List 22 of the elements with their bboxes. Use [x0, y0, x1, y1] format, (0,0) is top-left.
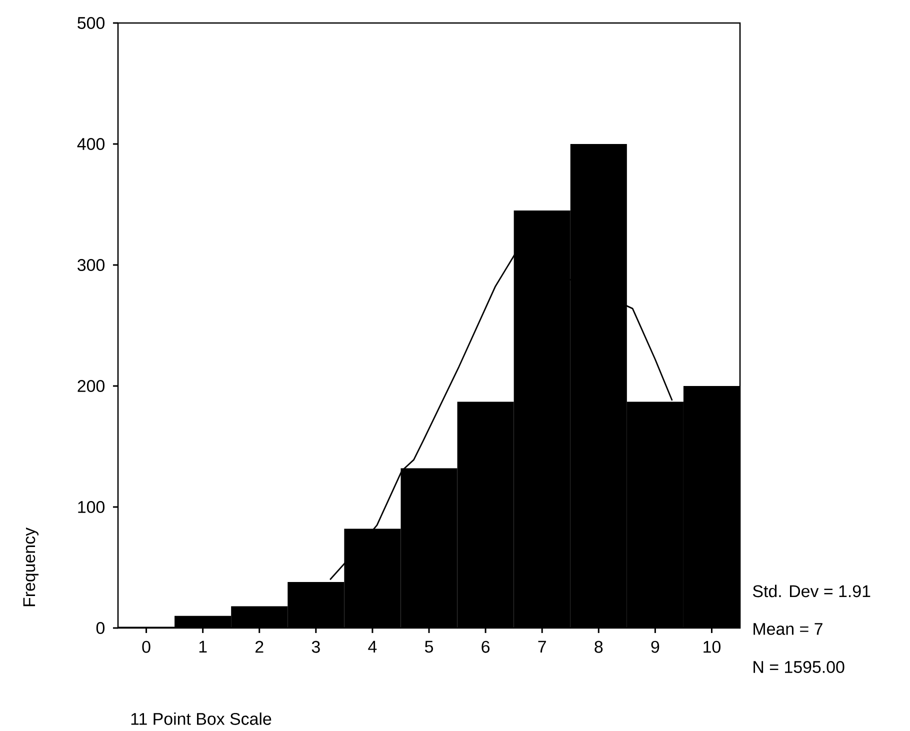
x-tick-label: 10	[704, 640, 720, 653]
x-tick-label: 0	[142, 640, 150, 653]
y-tick-label: 200	[78, 380, 104, 392]
x-tick-label: 8	[594, 640, 603, 653]
y-tick-label: 300	[78, 259, 104, 272]
y-tick-label: 100	[78, 501, 104, 514]
x-axis-title: 11 Point Box Scale	[131, 712, 272, 725]
y-tick-label: 0	[96, 622, 105, 634]
x-tick-label: 6	[482, 640, 490, 653]
text: N = 1595.00	[754, 661, 844, 674]
y-tick-label: 400	[77, 138, 104, 150]
y-tick-label: 500	[78, 17, 104, 30]
x-tick-label: 5	[424, 640, 433, 653]
x-tick-label: 1	[199, 640, 207, 653]
text: Std. Dev = 1.91	[752, 584, 870, 598]
y-axis-title: Frequency	[23, 528, 39, 606]
x-tick-label: 9	[651, 640, 660, 653]
x-tick-label: 3	[312, 640, 320, 653]
text: Mean = 7	[754, 623, 822, 635]
x-tick-label: 4	[368, 640, 377, 653]
x-tick-label: 7	[538, 640, 546, 653]
x-tick-label: 2	[256, 640, 264, 653]
